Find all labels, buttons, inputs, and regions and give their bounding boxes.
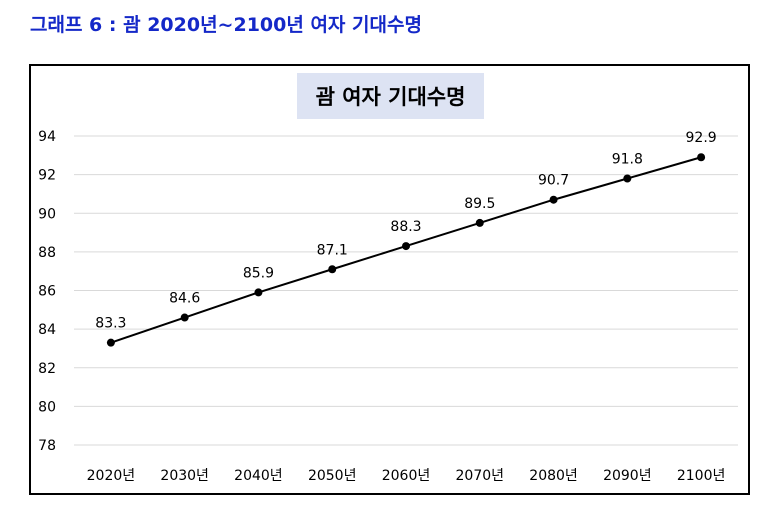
data-point	[402, 242, 410, 251]
y-tick-label: 80	[38, 399, 56, 415]
data-label: 92.9	[686, 130, 717, 146]
y-axis-ticks: 78 80 82 84 86 88 90 92 94	[38, 129, 56, 454]
data-label: 90.7	[538, 173, 569, 189]
chart-frame	[29, 64, 750, 495]
data-point	[549, 195, 558, 204]
data-label: 83.3	[95, 316, 126, 332]
x-tick-label: 2040년	[234, 468, 283, 484]
data-point	[623, 174, 632, 183]
y-tick-label: 90	[38, 206, 56, 222]
data-label: 87.1	[317, 242, 348, 258]
data-point	[180, 313, 189, 322]
data-labels: 83.3 84.6 85.9 87.1 88.3 89.5 90.7 91.8 92.9	[95, 130, 716, 331]
y-tick-label: 86	[38, 284, 56, 300]
x-tick-label: 2080년	[529, 468, 578, 484]
figure-caption: 그래프 6 : 괌 2020년~2100년 여자 기대수명	[30, 14, 422, 36]
y-tick-label: 82	[38, 361, 56, 377]
x-tick-label: 2060년	[382, 468, 431, 484]
x-axis-ticks: 2020년 2030년 2040년 2050년 2060년 2070년 2080년 2090년…	[87, 468, 726, 484]
data-label: 85.9	[243, 265, 274, 281]
x-tick-label: 2090년	[603, 468, 652, 484]
data-point	[106, 338, 115, 347]
chart-title: 괌 여자 기대수명	[297, 73, 484, 119]
data-point	[697, 153, 706, 162]
y-tick-label: 94	[38, 129, 56, 145]
data-point	[254, 288, 263, 297]
data-label: 91.8	[612, 151, 643, 167]
x-tick-label: 2020년	[87, 468, 136, 484]
y-tick-label: 78	[38, 438, 56, 454]
x-tick-label: 2050년	[308, 468, 357, 484]
y-tick-label: 92	[38, 168, 56, 184]
x-tick-label: 2030년	[160, 468, 209, 484]
data-point	[328, 265, 337, 274]
gridlines	[74, 135, 738, 446]
y-tick-label: 88	[38, 245, 56, 261]
data-points	[106, 153, 706, 347]
x-tick-label: 2100년	[677, 468, 726, 484]
x-tick-label: 2070년	[456, 468, 505, 484]
data-label: 88.3	[390, 219, 421, 235]
data-label: 89.5	[464, 196, 495, 212]
data-point	[475, 218, 484, 227]
data-label: 84.6	[169, 291, 200, 307]
y-tick-label: 84	[38, 322, 56, 338]
